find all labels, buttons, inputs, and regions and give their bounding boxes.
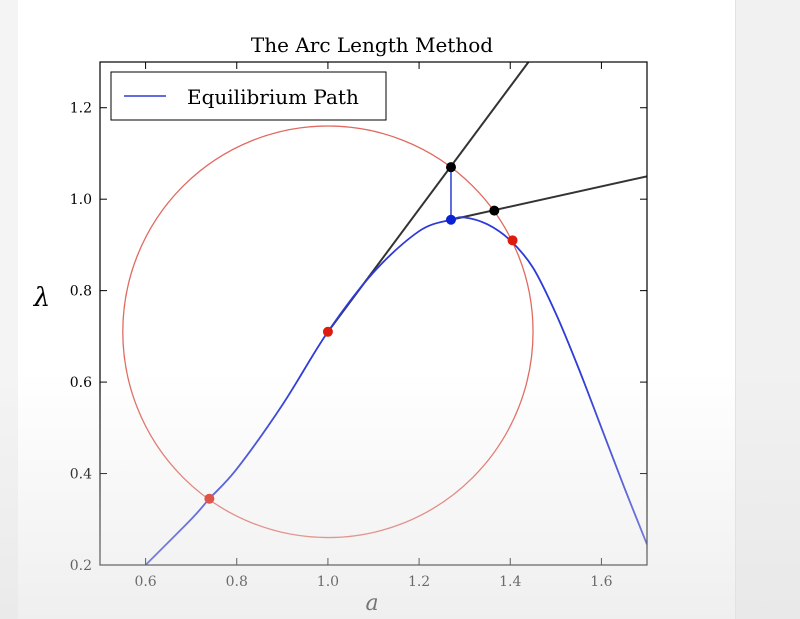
x-tick-label: 1.0 bbox=[317, 574, 339, 590]
data-point-marker-4 bbox=[445, 162, 456, 173]
axes-frame bbox=[99, 61, 648, 566]
y-tick-label: 1.2 bbox=[70, 101, 92, 117]
tangent-line-2 bbox=[450, 175, 647, 221]
series-line-equilibrium-path bbox=[144, 216, 647, 565]
x-axis-label: a bbox=[365, 591, 378, 616]
x-tick-label: 0.8 bbox=[226, 574, 248, 590]
chart-title: The Arc Length Method bbox=[251, 33, 493, 57]
y-axis-label: λ bbox=[33, 283, 50, 313]
data-point-marker-6 bbox=[445, 214, 456, 225]
y-tick-label: 0.8 bbox=[70, 284, 92, 300]
legend-label-equilibrium-path: Equilibrium Path bbox=[187, 85, 359, 109]
data-point-marker-1 bbox=[322, 326, 333, 337]
plot-area bbox=[122, 62, 647, 565]
y-tick-label: 0.4 bbox=[70, 467, 92, 483]
x-tick-label: 1.6 bbox=[590, 574, 612, 590]
data-point-marker-2 bbox=[204, 493, 215, 504]
x-tick-label: 0.6 bbox=[134, 574, 156, 590]
data-point-marker-3 bbox=[507, 235, 518, 246]
y-tick-label: 1.0 bbox=[70, 192, 92, 208]
plot-content bbox=[122, 62, 647, 565]
x-tick-label: 1.4 bbox=[499, 574, 521, 590]
legend: Equilibrium Path bbox=[110, 71, 387, 121]
x-tick-label: 1.2 bbox=[408, 574, 430, 590]
y-tick-label: 0.2 bbox=[70, 558, 92, 574]
y-tick-label: 0.6 bbox=[70, 375, 92, 391]
data-point-marker-5 bbox=[489, 205, 500, 216]
